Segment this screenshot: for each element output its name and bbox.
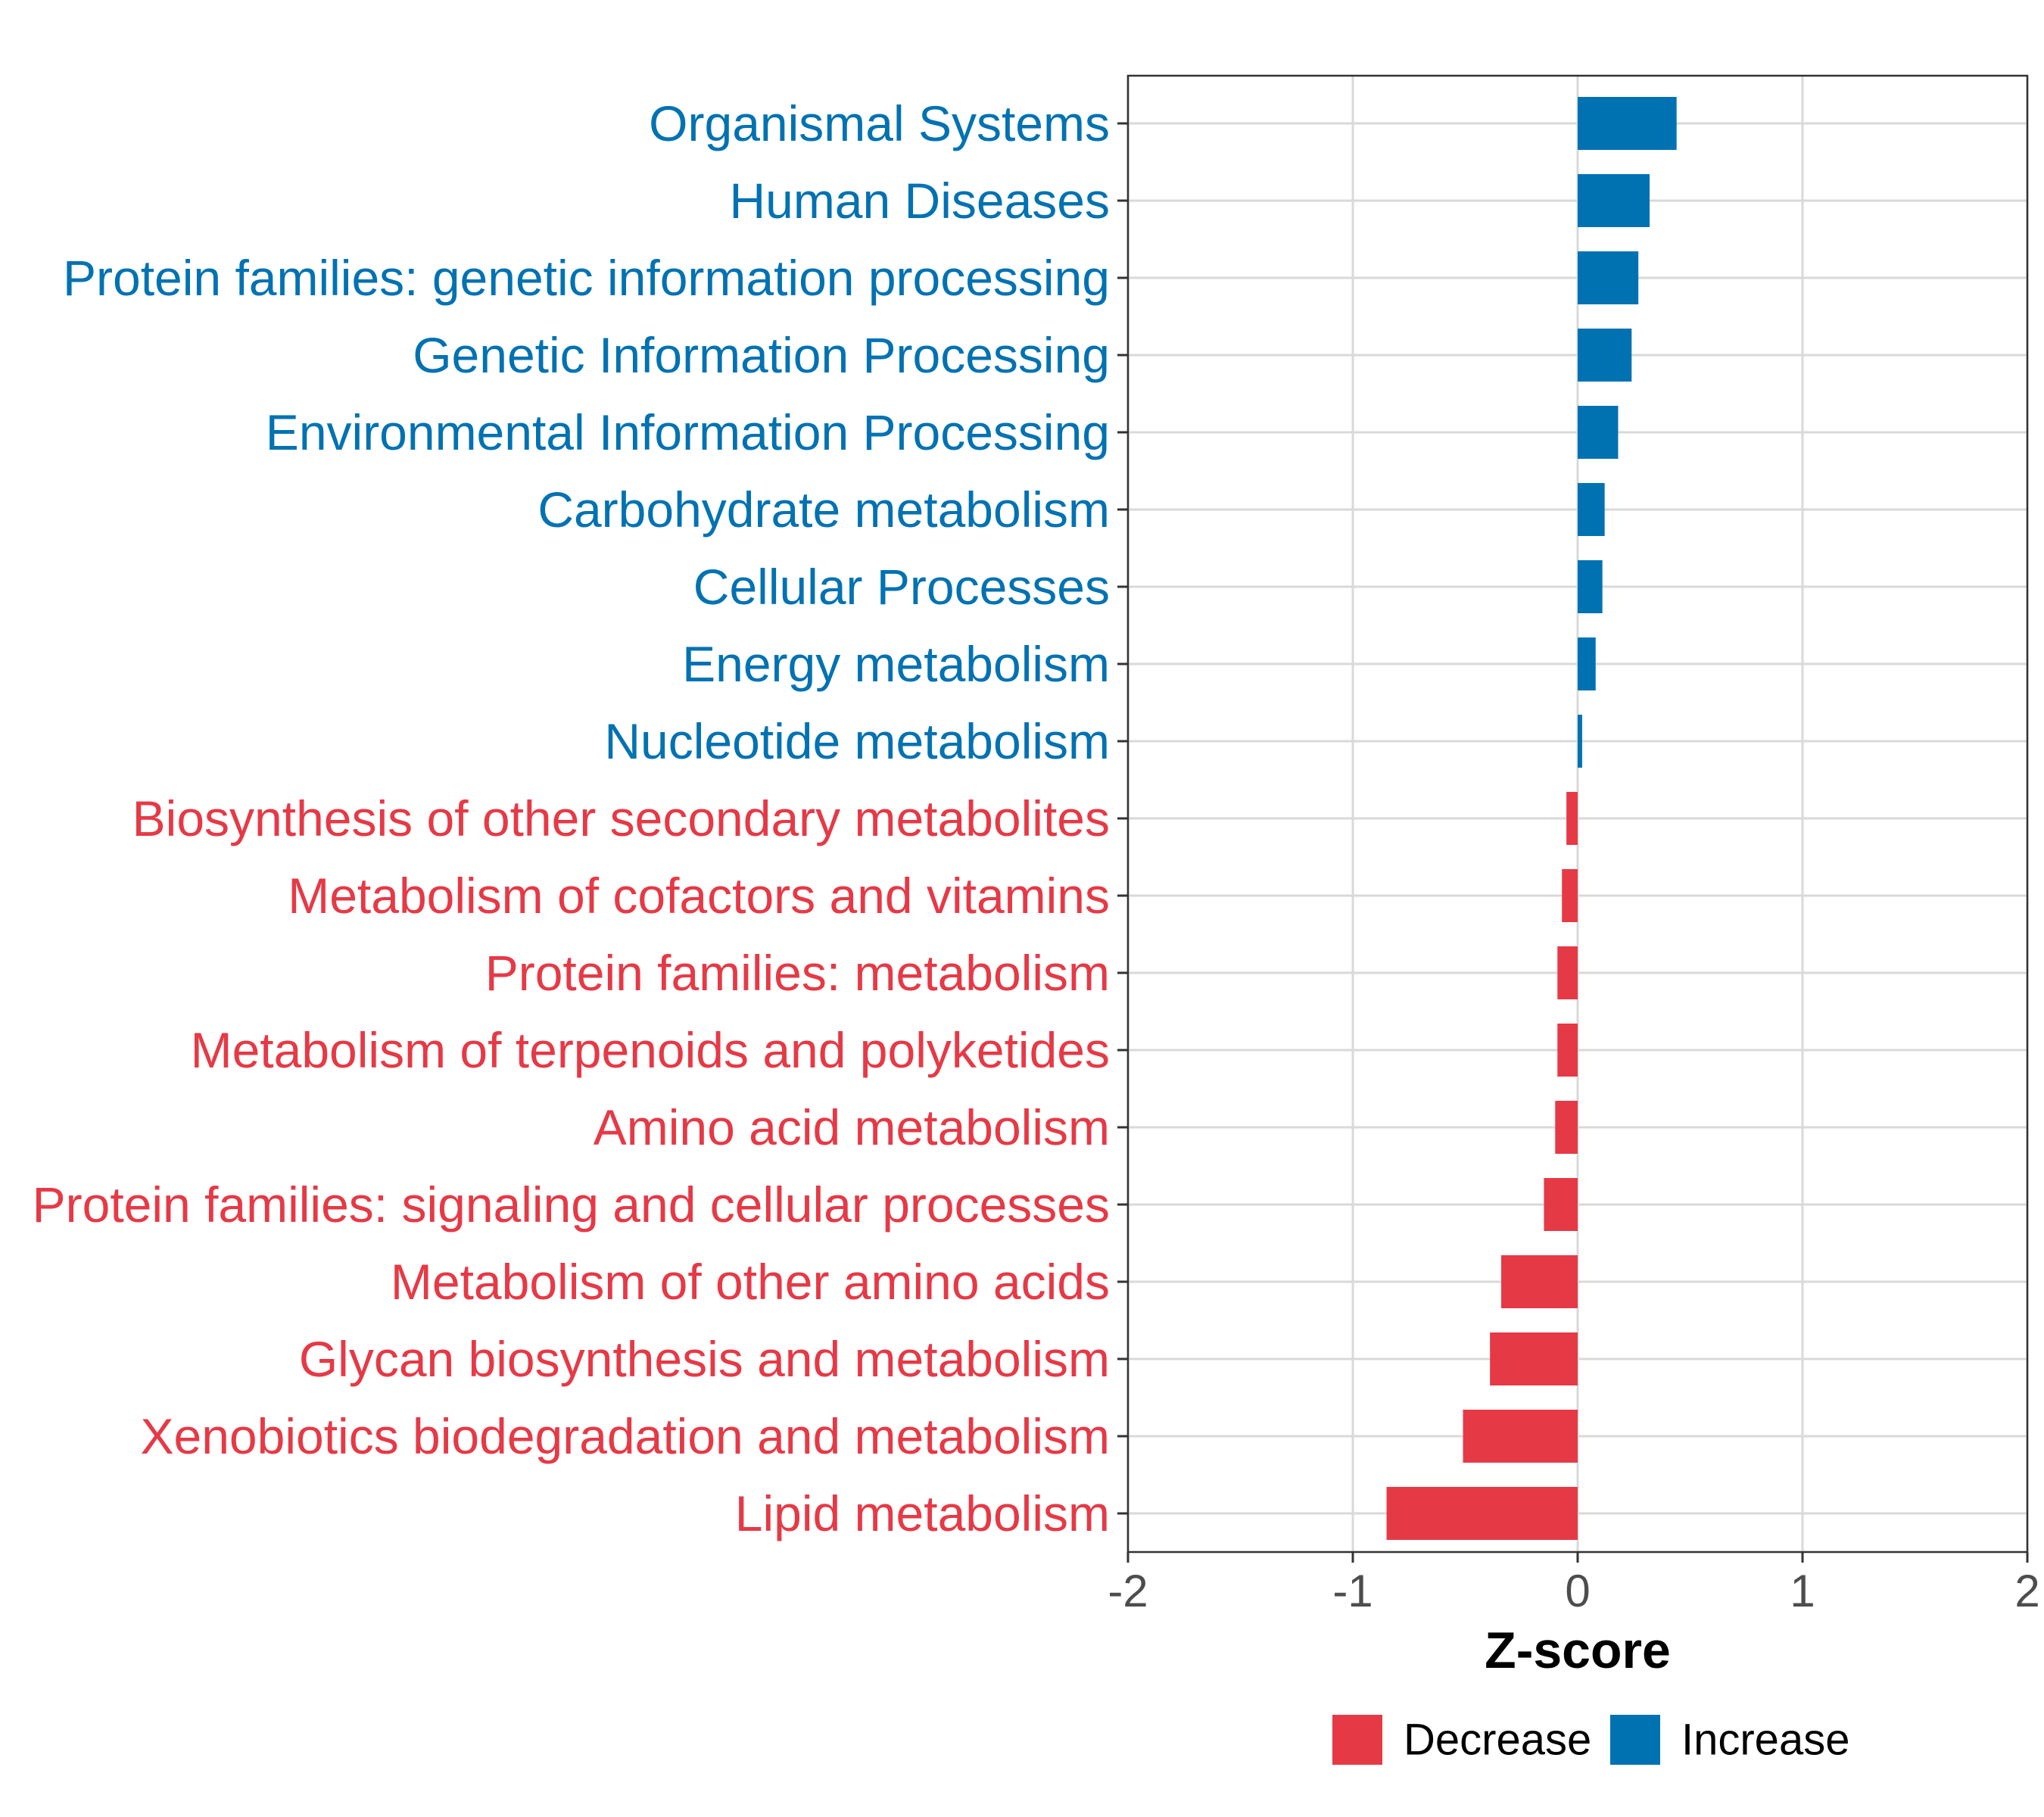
bar <box>1578 406 1619 459</box>
bar <box>1578 174 1650 227</box>
y-tick-label: Environmental Information Processing <box>266 404 1110 460</box>
y-tick-label: Lipid metabolism <box>735 1485 1110 1541</box>
bar <box>1544 1178 1578 1231</box>
x-tick-label: 1 <box>1790 1566 1815 1616</box>
legend: Decrease Increase <box>1332 1715 1849 1765</box>
bar <box>1578 329 1632 382</box>
y-tick-label: Cellular Processes <box>693 559 1110 615</box>
bar <box>1566 792 1578 845</box>
x-tick-label: 2 <box>2014 1566 2039 1616</box>
bar <box>1562 869 1578 922</box>
y-tick-label: Organismal Systems <box>649 95 1110 151</box>
bar <box>1578 715 1582 768</box>
legend-label: Decrease <box>1404 1716 1591 1765</box>
bar <box>1578 483 1605 536</box>
y-tick-label: Carbohydrate metabolism <box>537 482 1110 538</box>
legend-swatch <box>1610 1715 1660 1765</box>
y-tick-label: Biosynthesis of other secondary metaboli… <box>132 790 1110 846</box>
bar <box>1490 1332 1578 1385</box>
x-axis-title: Z-score <box>1485 1622 1671 1679</box>
y-tick-label: Xenobiotics biodegradation and metabolis… <box>141 1408 1111 1464</box>
y-axis-ticks <box>1117 122 1128 1515</box>
bar <box>1578 251 1639 304</box>
x-tick-label: -1 <box>1332 1566 1373 1616</box>
x-axis: -2 -1 0 1 2 <box>1108 1552 2040 1616</box>
y-tick-label: Protein families: signaling and cellular… <box>33 1177 1110 1233</box>
bar <box>1578 97 1677 150</box>
y-tick-label: Metabolism of cofactors and vitamins <box>288 868 1110 924</box>
legend-label: Increase <box>1681 1716 1849 1765</box>
bar-layer <box>1386 97 1677 1540</box>
bar <box>1555 1101 1578 1154</box>
y-tick-label: Amino acid metabolism <box>594 1099 1110 1155</box>
y-tick-label: Protein families: genetic information pr… <box>63 250 1110 306</box>
bar <box>1578 637 1596 690</box>
bar <box>1557 946 1578 999</box>
y-tick-label: Nucleotide metabolism <box>604 713 1110 769</box>
legend-swatch <box>1332 1715 1382 1765</box>
y-tick-label: Energy metabolism <box>682 636 1110 692</box>
bar <box>1578 560 1603 613</box>
y-tick-label: Genetic Information Processing <box>413 327 1110 383</box>
y-tick-label: Protein families: metabolism <box>485 945 1110 1001</box>
bar <box>1463 1410 1578 1463</box>
bar <box>1501 1255 1578 1308</box>
y-tick-label: Metabolism of terpenoids and polyketides <box>191 1022 1110 1078</box>
x-tick-label: 0 <box>1565 1566 1590 1616</box>
bar <box>1386 1487 1578 1540</box>
y-tick-label: Glycan biosynthesis and metabolism <box>299 1331 1110 1387</box>
y-axis-labels: Organismal Systems Human Diseases Protein … <box>33 95 1110 1541</box>
y-tick-label: Metabolism of other amino acids <box>391 1254 1110 1310</box>
y-tick-label: Human Diseases <box>729 173 1110 229</box>
x-tick-label: -2 <box>1108 1566 1148 1616</box>
bar <box>1557 1024 1578 1077</box>
